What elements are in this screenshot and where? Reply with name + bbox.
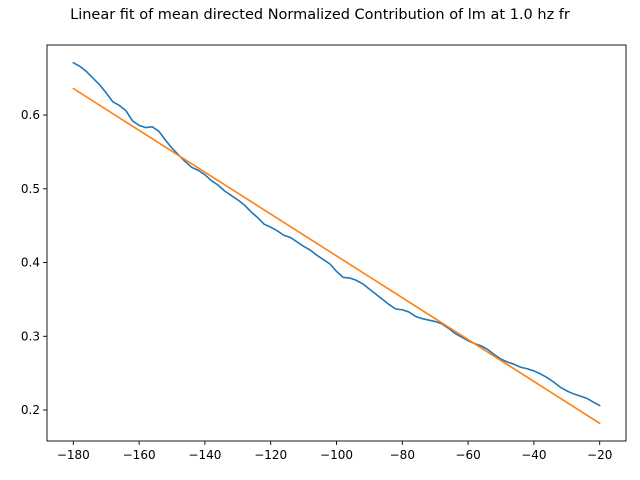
y-tick-label: 0.2 xyxy=(21,403,40,417)
series-layer xyxy=(72,61,601,425)
y-tick-label: 0.6 xyxy=(21,108,40,122)
y-tick-label: 0.4 xyxy=(21,256,40,270)
axes-layer: −180 −160 −140 −120 −100 −80 −60 −40 −20 0.2 0.3 0.… xyxy=(21,44,627,462)
chart-title: Linear fit of mean directed Normalized C… xyxy=(70,7,570,23)
plot-frame xyxy=(46,44,627,442)
x-tick-label: −180 xyxy=(57,448,90,462)
x-tick-label: −120 xyxy=(254,448,287,462)
x-tick-label: −40 xyxy=(521,448,546,462)
y-tick-label: 0.5 xyxy=(21,182,40,196)
x-tick-label: −20 xyxy=(587,448,612,462)
x-tick-label: −100 xyxy=(320,448,353,462)
y-tick-label: 0.3 xyxy=(21,329,40,343)
x-tick-label: −60 xyxy=(455,448,480,462)
series-line-2 xyxy=(72,87,601,425)
x-tick-label: −160 xyxy=(123,448,156,462)
x-tick-label: −140 xyxy=(188,448,221,462)
x-tick-label: −80 xyxy=(390,448,415,462)
series-line-1 xyxy=(72,61,601,407)
